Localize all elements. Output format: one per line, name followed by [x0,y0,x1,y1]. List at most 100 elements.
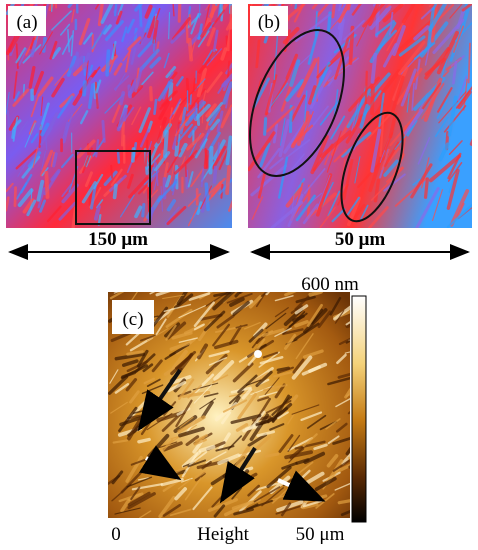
streak [142,363,154,373]
streak [114,352,146,361]
streak [338,4,342,12]
streak [144,4,153,19]
streak [220,47,228,61]
streak [95,79,102,94]
streak [220,4,229,12]
streak [59,23,71,36]
streak [185,435,200,447]
streak [193,323,205,331]
streak [178,305,206,319]
streak [178,378,195,401]
streak [139,334,157,342]
streak [79,110,89,125]
streak [6,91,10,115]
streak [12,116,19,142]
streak [256,430,276,437]
streak [127,491,151,507]
streak [134,66,144,93]
streak [333,149,348,163]
streak [186,99,204,117]
streak [329,296,342,316]
streak [194,470,207,479]
streak [156,116,167,144]
streak [168,11,171,40]
streak [257,396,270,402]
streak [255,370,273,388]
streak [161,90,177,107]
streak [126,173,134,189]
streak [87,83,95,110]
streak [330,7,350,30]
streak [255,39,261,69]
streak [187,193,202,207]
streak [274,307,289,318]
streak [13,186,17,208]
streak [193,301,215,328]
arrow [277,470,326,502]
streak [326,454,339,468]
streak [91,24,108,50]
streak [127,36,142,51]
streak [171,331,193,340]
streak [448,140,463,155]
streak [164,206,180,225]
streak [21,155,41,179]
ellipse [249,29,345,177]
streak [319,130,352,158]
streak [383,131,394,151]
streak [333,305,350,321]
streak [111,470,124,485]
streak [212,292,236,311]
streak [310,134,329,175]
streak [51,10,72,31]
streak [295,333,314,360]
streak [158,101,170,120]
streak [469,138,472,146]
streak [92,137,106,157]
streak [105,49,111,77]
streak [212,323,231,347]
streak [37,187,46,209]
streak [50,151,56,168]
streak [40,122,50,137]
streak [413,25,430,41]
panel-label: (b) [258,12,280,33]
streak [6,182,14,193]
streak [164,343,191,360]
streak [113,62,123,76]
streak [88,64,94,76]
streak [131,292,139,301]
streak [313,443,328,451]
streak [422,82,442,110]
streak [269,157,284,170]
streak [248,131,276,172]
streak [42,36,47,53]
streak [89,184,97,210]
streak [13,71,18,99]
streak [169,508,192,517]
streak [370,128,382,173]
streak [218,149,229,171]
streak [176,353,193,370]
streak [128,176,149,199]
streak [149,170,160,183]
streak [287,139,311,158]
streak [114,73,126,92]
streak [269,82,289,109]
streak [137,36,157,58]
streak [410,163,433,199]
streak [338,4,351,24]
streak [428,4,448,32]
streak [170,29,186,44]
streak [177,123,194,143]
streak [137,437,151,444]
streak [379,8,391,22]
streak [146,140,153,156]
streak [104,20,124,41]
streak [146,327,169,342]
streak [417,137,431,165]
streak [203,310,226,332]
streak [217,142,220,160]
streak [284,333,297,350]
texture [248,4,472,228]
